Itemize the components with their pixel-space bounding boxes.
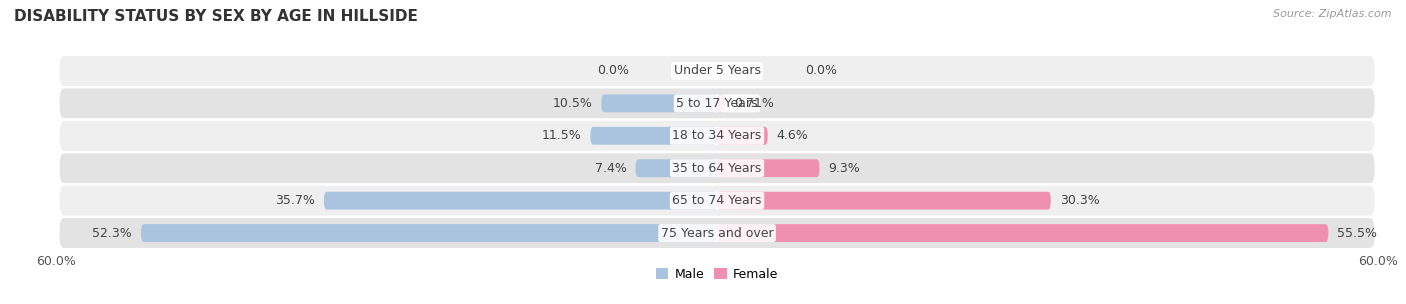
FancyBboxPatch shape <box>717 224 1329 242</box>
Text: 52.3%: 52.3% <box>93 226 132 240</box>
Legend: Male, Female: Male, Female <box>651 263 783 286</box>
FancyBboxPatch shape <box>59 218 1375 248</box>
Text: 65 to 74 Years: 65 to 74 Years <box>672 194 762 207</box>
Text: 18 to 34 Years: 18 to 34 Years <box>672 129 762 142</box>
Text: 9.3%: 9.3% <box>828 162 860 175</box>
FancyBboxPatch shape <box>717 127 768 145</box>
Text: 5 to 17 Years: 5 to 17 Years <box>676 97 758 110</box>
FancyBboxPatch shape <box>717 192 1050 209</box>
Text: 75 Years and over: 75 Years and over <box>661 226 773 240</box>
Text: 0.71%: 0.71% <box>734 97 773 110</box>
FancyBboxPatch shape <box>141 224 717 242</box>
FancyBboxPatch shape <box>636 159 717 177</box>
FancyBboxPatch shape <box>59 56 1375 86</box>
FancyBboxPatch shape <box>59 121 1375 151</box>
FancyBboxPatch shape <box>591 127 717 145</box>
Text: 30.3%: 30.3% <box>1060 194 1099 207</box>
Text: 10.5%: 10.5% <box>553 97 592 110</box>
Text: 35 to 64 Years: 35 to 64 Years <box>672 162 762 175</box>
FancyBboxPatch shape <box>717 95 725 112</box>
Text: 11.5%: 11.5% <box>541 129 582 142</box>
Text: Source: ZipAtlas.com: Source: ZipAtlas.com <box>1274 9 1392 19</box>
FancyBboxPatch shape <box>323 192 717 209</box>
Text: 35.7%: 35.7% <box>276 194 315 207</box>
FancyBboxPatch shape <box>59 153 1375 183</box>
FancyBboxPatch shape <box>602 95 717 112</box>
FancyBboxPatch shape <box>59 88 1375 118</box>
FancyBboxPatch shape <box>717 159 820 177</box>
Text: Under 5 Years: Under 5 Years <box>673 64 761 78</box>
Text: 0.0%: 0.0% <box>806 64 837 78</box>
Text: 55.5%: 55.5% <box>1337 226 1376 240</box>
Text: 4.6%: 4.6% <box>776 129 808 142</box>
Text: 0.0%: 0.0% <box>598 64 628 78</box>
Text: 7.4%: 7.4% <box>595 162 627 175</box>
FancyBboxPatch shape <box>59 186 1375 216</box>
Text: DISABILITY STATUS BY SEX BY AGE IN HILLSIDE: DISABILITY STATUS BY SEX BY AGE IN HILLS… <box>14 9 418 24</box>
